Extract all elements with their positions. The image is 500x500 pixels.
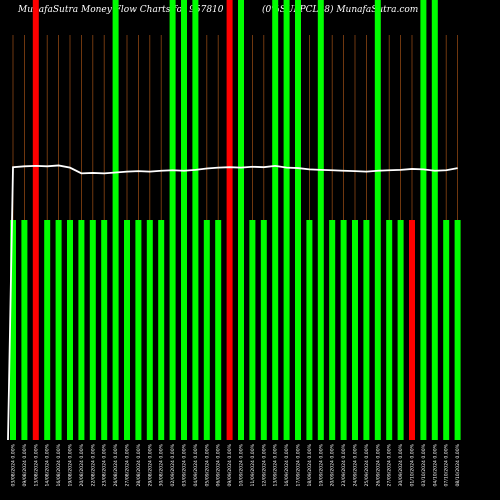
x-tick-label: 22/08/2024 0.00% [90,443,96,486]
bar [238,0,244,440]
bar [283,0,290,440]
bar [67,220,73,440]
x-tick-label: 20/08/2024 0.00% [79,443,85,486]
bar [89,220,96,440]
x-tick-label: 09/08/2024 0.00% [22,443,28,486]
x-tick-label: 26/09/2024 0.00% [375,443,381,486]
x-tick-labels: 03/08/2024 0.00% 09/08/2024 0.00% 13/08/20… [11,443,462,486]
bar [272,0,279,440]
x-tick-label: 10/09/2024 0.00% [239,443,245,486]
bar [340,220,347,440]
bar [112,0,119,440]
x-tick-label: 13/09/2024 0.00% [273,443,279,486]
x-tick-label: 30/09/2024 0.00% [398,443,404,486]
x-tick-label: 30/08/2024 0.00% [159,443,165,486]
bar [78,220,85,440]
x-tick-label: 23/08/2024 0.00% [102,443,108,486]
bar [420,0,427,440]
x-tick-label: 04/10/2024 0.00% [432,443,438,486]
bar [443,220,450,440]
line-group [7,164,458,441]
bar [431,0,438,440]
bar [397,220,404,440]
x-tick-label: 23/09/2024 0.00% [341,443,347,486]
x-tick-label: 19/09/2024 0.00% [318,443,324,486]
bar [363,220,370,440]
bar [32,0,39,440]
x-tick-label: 27/09/2024 0.00% [387,443,393,486]
bar [124,220,130,440]
x-tick-label: 20/09/2024 0.00% [330,443,336,486]
bar [374,0,381,440]
x-tick-label: 17/09/2024 0.00% [296,443,302,486]
bar [249,220,256,440]
bar [21,220,28,440]
x-tick-label: 16/08/2024 0.00% [56,443,62,486]
chart-title-right: (0%SUPPCL28) MunafaSutra.com [262,4,418,15]
bar [306,220,313,440]
bar [317,0,324,440]
chart-title-left: MunafaSutra Money Flow Charts for 957810 [17,5,224,15]
bar [203,220,210,440]
bar [146,220,153,440]
x-tick-label: 28/08/2024 0.00% [136,443,142,486]
x-tick-label: 03/09/2024 0.00% [182,443,188,486]
x-tick-label: 26/08/2024 0.00% [113,443,119,486]
bar [192,0,199,440]
x-tick-label: 27/08/2024 0.00% [125,443,131,486]
x-tick-label: 05/09/2024 0.00% [204,443,210,486]
x-tick-label: 12/09/2024 0.00% [261,443,267,486]
bar [44,220,51,440]
bar [10,220,16,440]
bar [409,220,415,440]
x-tick-label: 18/09/2024 0.00% [307,443,313,486]
bar [352,220,358,440]
x-tick-label: 06/09/2024 0.00% [216,443,222,486]
x-tick-label: 09/09/2024 0.00% [227,443,233,486]
bar [169,0,176,440]
bar [260,220,267,440]
bar [181,0,187,440]
bar [215,220,222,440]
bar [295,0,301,440]
bar [386,220,393,440]
bar [226,0,233,440]
x-tick-label: 19/08/2024 0.00% [68,443,74,486]
x-tick-label: 03/10/2024 0.00% [421,443,427,486]
x-tick-label: 01/10/2024 0.00% [410,443,416,486]
bar [329,220,336,440]
x-tick-label: 25/09/2024 0.00% [364,443,370,486]
x-tick-label: 07/10/2024 0.00% [444,443,450,486]
bars-group [10,0,461,440]
bar [454,220,461,440]
bar [158,220,165,440]
x-tick-label: 29/08/2024 0.00% [147,443,153,486]
bar [135,220,142,440]
x-tick-label: 03/08/2024 0.00% [11,443,17,486]
x-tick-label: 08/10/2024 0.00% [455,443,461,486]
bar [101,220,108,440]
x-tick-label: 02/09/2024 0.00% [170,443,176,486]
x-tick-label: 13/08/2024 0.00% [33,443,39,486]
x-tick-label: 14/08/2024 0.00% [45,443,51,486]
x-tick-label: 04/09/2024 0.00% [193,443,199,486]
x-tick-label: 16/09/2024 0.00% [284,443,290,486]
x-tick-label: 24/09/2024 0.00% [353,443,359,486]
series-line [7,164,458,441]
x-tick-label: 11/09/2024 0.00% [250,443,256,486]
bar [55,220,62,440]
